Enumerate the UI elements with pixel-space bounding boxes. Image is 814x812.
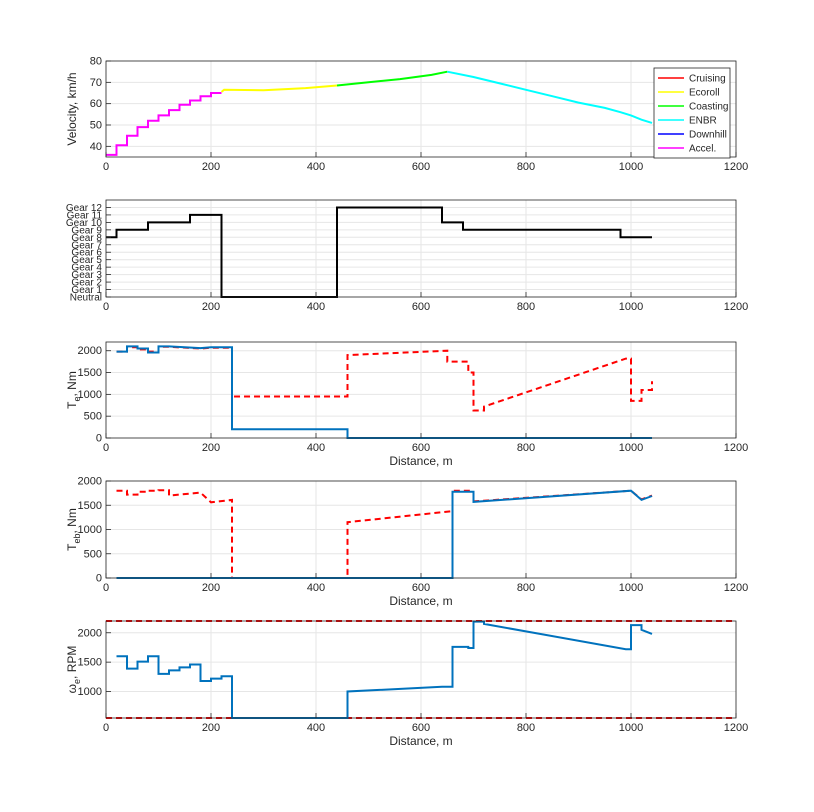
x-tick-label: 600: [412, 161, 430, 173]
y-tick-label: 0: [96, 433, 102, 445]
series-line-2: [116, 489, 653, 579]
x-axis-label: Distance, m: [389, 454, 452, 468]
series-line-accel: [106, 92, 222, 156]
legend-entry: Downhill: [689, 130, 727, 141]
y-tick-label: 50: [90, 120, 102, 132]
series-line-coasting: [336, 70, 448, 87]
x-tick-label: 800: [517, 722, 535, 734]
x-tick-label: 800: [517, 161, 535, 173]
x-tick-label: 200: [202, 442, 220, 454]
x-tick-label: 1000: [619, 722, 643, 734]
legend-entry: Coasting: [689, 102, 728, 113]
x-tick-label: 400: [307, 582, 325, 594]
y-tick-label: Neutral: [70, 293, 102, 304]
x-tick-label: 600: [412, 582, 430, 594]
y-tick-label: Gear 7: [71, 240, 102, 251]
x-tick-label: 1200: [724, 442, 748, 454]
y-tick-label: 40: [90, 141, 102, 153]
y-tick-label: Gear 6: [71, 248, 102, 259]
x-tick-label: 1200: [724, 161, 748, 173]
x-tick-label: 400: [307, 161, 325, 173]
y-tick-label: 1500: [78, 500, 102, 512]
series-line-1: [116, 345, 653, 412]
y-axis-label: Teb, Nm: [65, 508, 82, 551]
x-tick-label: 400: [307, 442, 325, 454]
x-axis-label: Distance, m: [389, 594, 452, 608]
x-tick-label: 1200: [724, 722, 748, 734]
y-tick-label: 0: [96, 573, 102, 585]
x-tick-label: 600: [412, 722, 430, 734]
y-tick-label: 1500: [78, 367, 102, 379]
y-tick-label: 80: [90, 56, 102, 68]
y-axis-label: Velocity, km/h: [65, 72, 79, 145]
y-tick-label: Gear 10: [66, 218, 103, 229]
series-line-enbr: [447, 70, 653, 124]
y-axis-label: ωe, RPM: [65, 646, 82, 694]
series-line-2: [116, 345, 652, 439]
x-tick-label: 0: [103, 301, 109, 313]
x-tick-label: 1000: [619, 582, 643, 594]
y-tick-label: 70: [90, 77, 102, 89]
subplot-5: 0 200 400 600 800 1000 1200 1000 1500 2000 Distanc…: [65, 620, 748, 748]
x-tick-label: 200: [202, 301, 220, 313]
x-tick-label: 1200: [724, 582, 748, 594]
x-tick-label: 200: [202, 722, 220, 734]
y-tick-label: 1500: [78, 657, 102, 669]
x-tick-label: 0: [103, 442, 109, 454]
legend: Cruising Ecoroll Coasting ENBR Downhill Accel…: [653, 67, 731, 159]
legend-entry: Cruising: [689, 74, 726, 85]
y-tick-label: 2000: [78, 627, 102, 639]
y-tick-label: 2000: [78, 476, 102, 488]
series-line-ecoroll: [220, 84, 338, 93]
x-tick-label: 800: [517, 301, 535, 313]
y-axis-label: Te, Nm: [65, 371, 82, 409]
x-tick-label: 400: [307, 722, 325, 734]
y-tick-label: Gear 1: [71, 285, 102, 296]
legend-entry: Ecoroll: [689, 88, 720, 99]
legend-box: [653, 67, 731, 159]
y-tick-label: Gear 4: [71, 263, 102, 274]
x-axis-label: Distance, m: [389, 734, 452, 748]
x-tick-label: 600: [412, 442, 430, 454]
y-tick-label: Gear 3: [71, 270, 102, 281]
y-tick-label: 1000: [78, 524, 102, 536]
y-tick-label: Gear 9: [71, 225, 102, 236]
x-tick-label: 800: [517, 582, 535, 594]
legend-entry: ENBR: [689, 116, 717, 127]
y-tick-label: Gear 2: [71, 278, 102, 289]
y-tick-label: Gear 8: [71, 233, 102, 244]
x-tick-label: 800: [517, 442, 535, 454]
y-tick-label: 500: [84, 548, 102, 560]
x-tick-label: 1000: [619, 442, 643, 454]
series-line-3: [116, 620, 653, 719]
subplot-3: 0 200 400 600 800 1000 1200 0 500 1000 1500 2000 Dis…: [65, 341, 748, 468]
y-tick-label: Gear 5: [71, 255, 102, 266]
x-tick-label: 0: [103, 722, 109, 734]
legend-entry: Accel.: [689, 144, 716, 155]
y-tick-label: 2000: [78, 345, 102, 357]
y-tick-label: Gear 11: [67, 210, 103, 221]
x-tick-label: 400: [307, 301, 325, 313]
y-tick-label: 1000: [78, 389, 102, 401]
y-tick-label: 500: [84, 411, 102, 423]
y-tick-label: 60: [90, 98, 102, 110]
x-tick-label: 0: [103, 582, 109, 594]
x-tick-label: 1000: [619, 301, 643, 313]
x-tick-label: 600: [412, 301, 430, 313]
y-tick-label: 1000: [78, 686, 102, 698]
x-tick-label: 0: [103, 161, 109, 173]
x-tick-label: 1200: [724, 301, 748, 313]
subplot-4: 0 200 400 600 800 1000 1200 0 500 1000 1500 2000 Dis…: [65, 476, 748, 609]
x-tick-label: 200: [202, 582, 220, 594]
x-tick-label: 1000: [619, 161, 643, 173]
subplot-1: 0 200 400 600 800 1000 1200 40 50 60 70 80 Velocity,…: [65, 56, 748, 174]
x-tick-label: 200: [202, 161, 220, 173]
y-tick-label: Gear 12: [66, 203, 103, 214]
